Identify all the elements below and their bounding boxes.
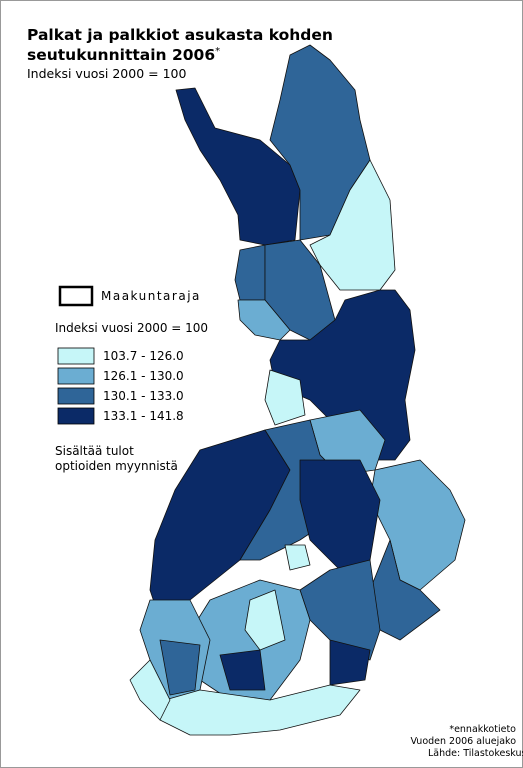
legend-title: Indeksi vuosi 2000 = 100	[55, 321, 208, 335]
title-mark: *	[215, 46, 220, 57]
region	[264, 369, 306, 426]
region	[309, 159, 396, 291]
region	[284, 544, 311, 571]
map	[129, 44, 466, 736]
region	[329, 639, 371, 686]
legend-label: 130.1 - 133.0	[103, 389, 184, 403]
legend-swatch	[57, 407, 95, 425]
region	[244, 589, 286, 651]
title-line: Palkat ja palkkiot asukasta kohden	[27, 26, 333, 44]
subtitle: Indeksi vuosi 2000 = 100	[27, 66, 186, 81]
legend-swatch	[57, 367, 95, 385]
legend: 103.7 - 126.0 126.1 - 130.0 130.1 - 133.0 1…	[57, 347, 184, 425]
footnote: Vuoden 2006 aluejako	[410, 736, 516, 747]
legend-label: 133.1 - 141.8	[103, 409, 184, 423]
region	[129, 659, 171, 721]
legend-swatch	[57, 387, 95, 405]
legend-label: 126.1 - 130.0	[103, 369, 184, 383]
note: optioiden myynnistä	[55, 459, 178, 473]
region	[219, 649, 266, 691]
title-text: seutukunnittain 2006	[27, 46, 215, 64]
legend-label: 103.7 - 126.0	[103, 349, 184, 363]
region	[159, 639, 201, 696]
note: Sisältää tulot	[55, 444, 134, 458]
footnote: Lähde: Tilastokeskus, Aluetilinpito	[428, 748, 523, 759]
legend-swatch	[57, 347, 95, 365]
boundary-label: Maakuntaraja	[101, 289, 201, 303]
region	[369, 459, 466, 591]
boundary-swatch	[58, 285, 94, 307]
footnote: *ennakkotieto	[449, 724, 516, 735]
region	[234, 244, 266, 301]
title-line: seutukunnittain 2006*	[27, 46, 220, 64]
